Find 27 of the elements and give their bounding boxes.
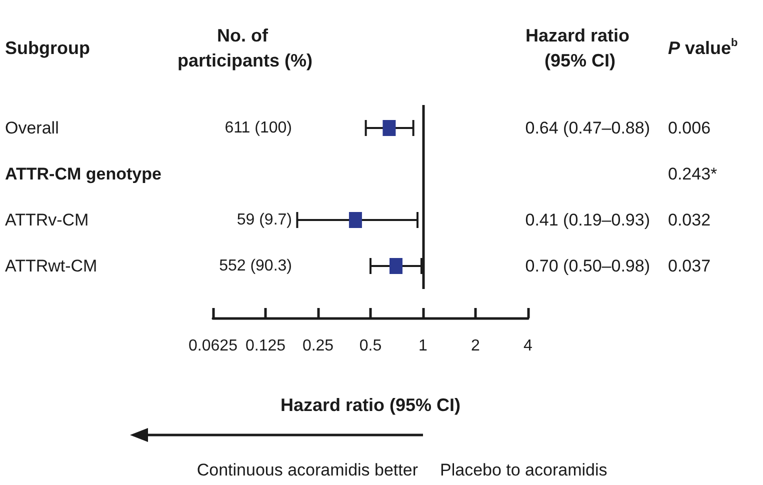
x-tick-label: 0.125 xyxy=(245,338,286,354)
y-tick-label: ATTRwt-CM xyxy=(5,256,98,276)
data-label: 0.70 (0.50–0.98) xyxy=(525,256,650,276)
text: Continuous acoramidis better xyxy=(196,460,418,480)
x-tick-label: 0.25 xyxy=(302,338,334,354)
text: 0.243* xyxy=(668,164,718,184)
y-tick-label: ATTR-CM genotype xyxy=(5,164,162,184)
x-tick-label: 2 xyxy=(471,338,480,354)
y-tick-label: ATTRv-CM xyxy=(5,210,89,230)
text: Placebo to acoramidis xyxy=(440,460,608,480)
x-axis-title: Hazard ratio (95% CI) xyxy=(525,26,635,70)
y-tick-label: Overall xyxy=(5,118,59,138)
text: 0.037 xyxy=(668,256,711,276)
data-label: 0.64 (0.47–0.88) xyxy=(525,118,650,138)
x-tick-label: 0.0625 xyxy=(188,338,238,354)
data-label: 0.41 (0.19–0.93) xyxy=(525,210,650,230)
text: Subgroup xyxy=(5,38,90,58)
annotation: 552 (90.3) xyxy=(219,258,292,274)
x-tick-label: 0.5 xyxy=(359,338,382,354)
x-tick-label: 4 xyxy=(524,338,533,354)
text: 0.032 xyxy=(668,210,711,230)
annotation: 611 (100) xyxy=(224,120,292,136)
text: 0.006 xyxy=(668,118,711,138)
annotation: 59 (9.7) xyxy=(236,212,292,228)
text: No. of participants (%) xyxy=(177,26,313,70)
text: Hazard ratio (95% CI) xyxy=(280,395,461,415)
x-tick-label: 1 xyxy=(418,338,428,354)
